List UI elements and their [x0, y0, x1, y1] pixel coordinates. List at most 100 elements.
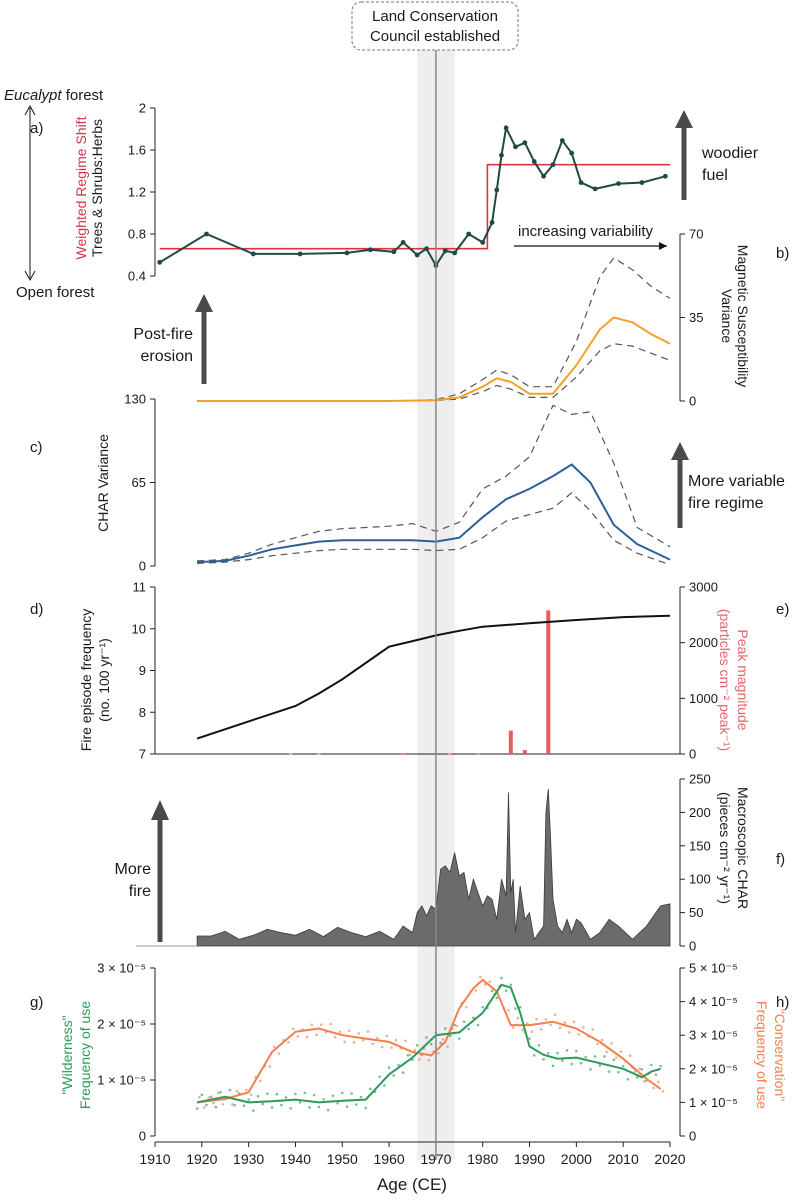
panel-c-y-axis-tick-label: 130: [124, 392, 146, 407]
conservation-point: [544, 1018, 548, 1021]
wilderness-point: [242, 1104, 246, 1108]
trees-shrubs-herbs-point: [513, 144, 518, 150]
panel-e-y-axis-tick-label: 0: [689, 747, 696, 762]
wilderness-point: [561, 1059, 564, 1062]
trees-shrubs-herbs-point: [569, 150, 575, 156]
wilderness-point: [387, 1066, 391, 1069]
wilderness-point: [205, 1103, 208, 1107]
panel-h-y-axis-tick-label: 4 × 10⁻⁵: [689, 994, 738, 1009]
panel-b-y-axis-tick-label: 35: [689, 310, 703, 325]
wilderness-point: [546, 1052, 550, 1055]
panel-h-y-axis-tick-label: 5 × 10⁻⁵: [689, 961, 738, 976]
wilderness-point: [443, 1027, 447, 1030]
ylabel-magnetic-line-2: Variance: [719, 289, 735, 343]
trees-shrubs-herbs-point: [367, 247, 373, 253]
conservation-point: [568, 1031, 571, 1034]
panel-d-y-axis-tick-label: 10: [132, 621, 146, 636]
trees-shrubs-herbs-point: [391, 249, 397, 255]
wilderness-point: [336, 1101, 339, 1105]
conservation-point: [212, 1101, 215, 1105]
wilderness-point: [593, 1055, 597, 1058]
x-axis-tick-label: 1930: [233, 1151, 264, 1167]
woodier-label: woodier: [701, 145, 759, 162]
panel-f-y-axis-tick-label: 150: [689, 838, 711, 853]
wilderness-point: [607, 1070, 611, 1073]
peak-magnitude-bar: [316, 753, 321, 755]
ylabel-weighted-regime-shift: Weighted Regime Shift: [73, 116, 89, 259]
wilderness-point: [359, 1095, 363, 1099]
conservation-point: [394, 1038, 398, 1042]
trees-shrubs-herbs-point: [204, 231, 209, 237]
conservation-point: [521, 1028, 524, 1032]
wilderness-point: [289, 1107, 293, 1110]
wilderness-point: [584, 1055, 588, 1059]
more-fire-arrow-head: [151, 800, 169, 820]
double-arrow-down-head: [24, 270, 36, 282]
conservation-point: [465, 1005, 468, 1009]
x-axis-tick-label: 1950: [327, 1151, 358, 1167]
peak-magnitude-bar: [476, 753, 481, 755]
wilderness-point: [458, 1037, 461, 1040]
trees-shrubs-herbs-point: [489, 220, 495, 225]
panel-g-y-axis-tick-label: 1 × 10⁻⁵: [97, 1073, 146, 1088]
conservation-point: [441, 1038, 445, 1041]
conservation-point: [408, 1053, 412, 1056]
panel-h-y-axis-tick-label: 0: [689, 1129, 696, 1144]
wilderness-point: [476, 1023, 480, 1027]
conservation-point: [207, 1096, 211, 1099]
wilderness-point: [626, 1078, 630, 1081]
conservation-point: [413, 1048, 417, 1052]
conservation-point: [605, 1050, 609, 1054]
panel-d-y-axis-tick-label: 11: [133, 580, 147, 595]
trees-shrubs-herbs-point: [466, 231, 472, 237]
wilderness-point: [654, 1073, 658, 1076]
conservation-point: [530, 1030, 534, 1034]
wilderness-point: [322, 1097, 325, 1101]
conservation-point: [380, 1045, 384, 1049]
wilderness-point: [518, 1005, 522, 1009]
wilderness-point: [448, 1034, 452, 1038]
panel-a-y-axis-tick-label: 0.4: [128, 269, 146, 284]
wilderness-point: [219, 1090, 222, 1094]
wilderness-point: [575, 1049, 578, 1053]
trees-shrubs-herbs-point: [616, 181, 621, 187]
wilderness-point: [397, 1063, 400, 1067]
panel-b-y-axis-tick-label: 0: [689, 394, 696, 409]
panel-d-y-axis-tick-label: 9: [139, 663, 146, 678]
panel-f-y-axis-tick-label: 50: [689, 905, 703, 920]
variability-arrow: increasing variability: [514, 223, 667, 250]
conservation-point: [516, 1016, 520, 1020]
conservation-point: [404, 1039, 407, 1043]
trees-shrubs-herbs-point: [531, 159, 537, 164]
conservation-point: [362, 1038, 365, 1042]
conservation-point: [296, 1035, 300, 1038]
panel-h-letter: h): [776, 994, 789, 1011]
conservation-point: [277, 1052, 281, 1055]
wilderness-point: [551, 1064, 555, 1068]
wilderness-point: [589, 1068, 592, 1071]
wilderness-point: [369, 1087, 372, 1091]
wilderness-point: [233, 1103, 236, 1107]
wilderness-point: [261, 1102, 264, 1106]
wilderness-point: [439, 1041, 442, 1045]
conservation-point: [329, 1022, 332, 1026]
wilderness-point: [556, 1051, 559, 1055]
panel-h-y-axis-tick-label: 1 × 10⁻⁵: [689, 1095, 738, 1110]
wilderness-point: [401, 1071, 405, 1075]
fuel-arrow: woodier fuel: [675, 110, 759, 200]
marker-callout: Land Conservation Council established: [351, 1, 519, 51]
panel-f-y-axis-tick-label: 100: [689, 872, 711, 887]
wilderness-point: [462, 1020, 466, 1024]
wilderness-point: [270, 1106, 274, 1109]
trees-shrubs-herbs-point: [578, 180, 584, 185]
wilderness-point: [500, 976, 503, 980]
conservation-point: [287, 1040, 290, 1044]
wilderness-point: [649, 1063, 653, 1067]
fuel-label: fuel: [702, 167, 728, 184]
conservation-point: [483, 983, 487, 986]
panel-f-y-axis-tick-label: 200: [689, 805, 711, 820]
conservation-point: [357, 1032, 360, 1035]
wilderness-point: [378, 1075, 382, 1078]
wilderness-point: [392, 1074, 396, 1077]
